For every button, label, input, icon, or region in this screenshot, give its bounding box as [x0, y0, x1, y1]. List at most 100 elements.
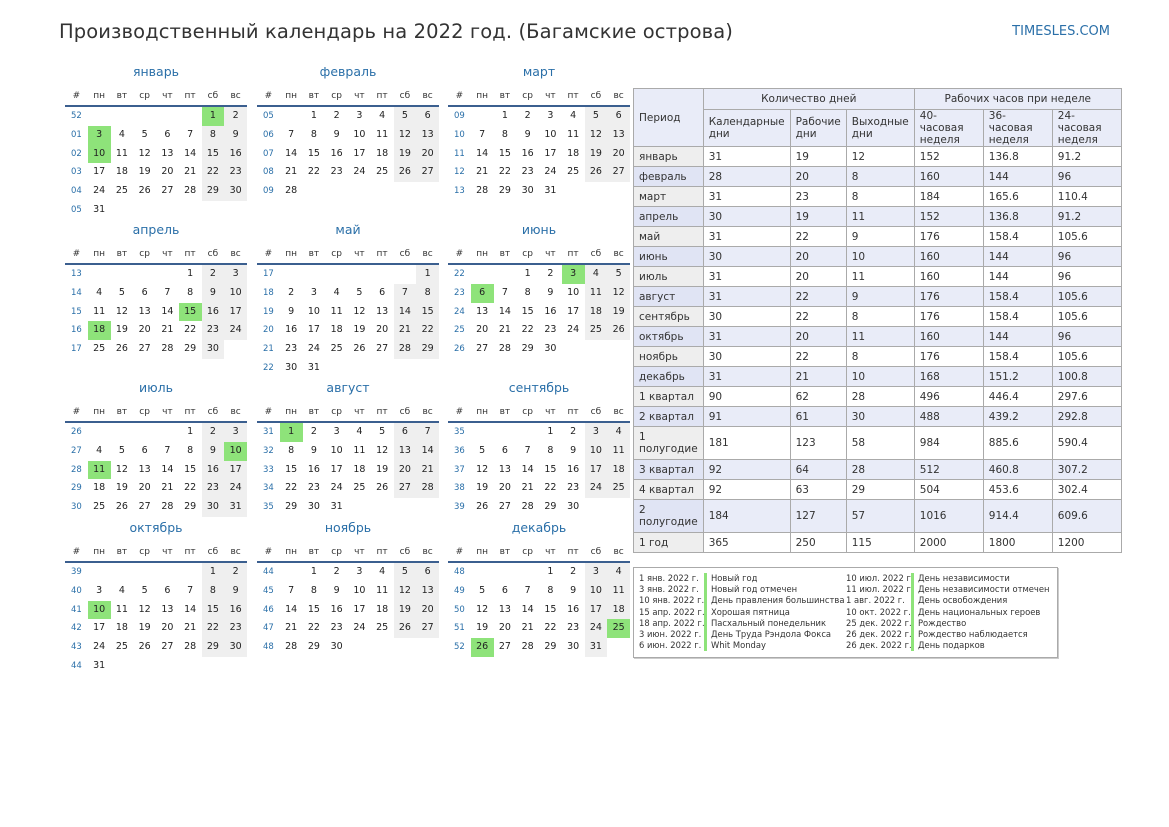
day-cell: 15: [416, 302, 439, 322]
week-number: 44: [262, 567, 274, 577]
week-row: 07 14 15 16 17 18 19 20: [257, 144, 439, 164]
holiday-name: День национальных героев: [918, 606, 1041, 617]
stat-value: 176: [913, 226, 984, 247]
stat-value: 20: [789, 166, 847, 187]
day-cell: 14: [521, 463, 534, 475]
weekday-label: пт: [567, 249, 579, 259]
stat-value: 11: [845, 206, 915, 227]
day-cell: 26: [115, 501, 128, 513]
day-cell: 6: [164, 128, 171, 140]
week-number: 32: [262, 445, 274, 456]
week-number: 17: [70, 344, 82, 355]
stats-row: 1 полугодие 181 123 58 984 885.6 590.4: [633, 426, 1122, 460]
day-cell: 14: [521, 603, 534, 615]
day-cell: 14: [161, 305, 174, 317]
empty-day-cell: [179, 201, 202, 220]
weekday-label: вс: [613, 249, 624, 259]
period-label: 4 квартал: [633, 479, 704, 500]
day-cell: 12: [115, 305, 128, 317]
stat-value: 96: [1051, 326, 1122, 347]
stat-value: 184: [913, 186, 984, 207]
week-row: 23 6 7 8 9 10 11 12: [448, 283, 630, 303]
holiday-marker-icon: [704, 606, 707, 618]
day-cell: 7: [524, 444, 531, 456]
holiday-date: 25 дек. 2022 г.: [846, 617, 912, 628]
day-cell: 17: [567, 305, 580, 317]
weekday-label: вс: [613, 547, 624, 557]
holiday-day-cell: 6: [470, 283, 494, 303]
day-cell: 17: [353, 603, 366, 615]
holiday-item: 11 июл. 2022 г. День независимости отмече…: [846, 584, 1050, 596]
week-number: 26: [70, 427, 82, 437]
day-cell: 17: [584, 460, 608, 480]
weekday-label: пн: [285, 249, 298, 259]
stat-value: 609.6: [1051, 499, 1122, 533]
day-cell: 28: [161, 343, 174, 355]
day-cell: 2: [288, 286, 295, 298]
day-cell: 30: [285, 361, 298, 373]
day-cell: 9: [547, 286, 554, 298]
day-cell: 5: [118, 444, 125, 456]
holiday-item: 3 июн. 2022 г. День Труда Рэндола Фокса: [639, 628, 844, 641]
week-number: 29: [70, 483, 82, 494]
day-cell: 29: [285, 501, 298, 513]
day-cell: 26: [138, 185, 151, 197]
empty-day-cell: [394, 182, 417, 201]
weekday-label: сб: [399, 547, 411, 557]
day-cell: 22: [184, 324, 197, 336]
day-cell: 16: [330, 147, 343, 159]
day-cell: 4: [607, 563, 630, 582]
day-cell: 29: [201, 638, 225, 657]
day-cell: 11: [115, 603, 128, 615]
day-cell: 22: [285, 482, 298, 494]
weekday-header: # пн вт ср чт пт сб вс: [448, 245, 630, 265]
stat-value: 8: [845, 166, 915, 187]
weekday-label: #: [72, 547, 81, 557]
week-row: 09 1 2 3 4 5 6: [448, 107, 630, 126]
weekday-label: сб: [590, 547, 602, 557]
day-cell: 4: [96, 444, 103, 456]
holiday-marker-icon: [704, 584, 707, 596]
week-number: 09: [453, 111, 465, 121]
stat-value: 165.6: [982, 186, 1053, 207]
period-label: апрель: [633, 206, 704, 227]
week-number: 45: [262, 585, 274, 596]
weekday-label: пн: [285, 407, 298, 417]
day-cell: 7: [524, 584, 531, 596]
week-number: 27: [70, 445, 82, 456]
weekday-label: чт: [545, 547, 556, 557]
day-cell: 1: [201, 563, 225, 582]
week-row: 15 11 12 13 14 15 16 17: [65, 302, 247, 322]
weekday-label: #: [264, 91, 273, 101]
site-link[interactable]: TIMESLES.COM: [1012, 24, 1110, 39]
period-label: октябрь: [633, 326, 704, 347]
weekday-label: пт: [184, 407, 196, 417]
weekday-label: сб: [590, 407, 602, 417]
day-cell: 11: [353, 444, 366, 456]
stat-value: 91.2: [1051, 146, 1122, 167]
stats-row: декабрь 31 21 10 168 151.2 100.8: [633, 366, 1122, 387]
stat-value: 57: [845, 499, 915, 533]
holiday-day-cell: 10: [87, 144, 111, 164]
day-cell: 18: [115, 622, 128, 634]
day-cell: 28: [393, 340, 417, 359]
week-row: 31 1 2 3 4 5 6 7: [257, 423, 439, 442]
holiday-item: 10 янв. 2022 г. День правления большинств…: [639, 595, 844, 607]
period-label: март: [633, 186, 704, 207]
day-cell: 16: [224, 144, 247, 164]
holiday-date: 15 апр. 2022 г.: [639, 606, 705, 617]
weekday-label: вс: [422, 91, 433, 101]
day-cell: 11: [115, 147, 128, 159]
day-cell: 19: [115, 482, 128, 494]
week-number: 52: [70, 111, 82, 121]
day-cell: 13: [138, 463, 151, 475]
days-group-header: Количество дней: [702, 88, 915, 110]
day-cell: 3: [224, 265, 247, 284]
day-cell: 19: [376, 463, 389, 475]
stat-value: 28: [845, 386, 915, 407]
stat-value: 181: [702, 426, 791, 460]
week-number: 40: [70, 585, 82, 596]
stat-value: 914.4: [982, 499, 1053, 533]
day-cell: 23: [201, 479, 225, 499]
period-label: 1 квартал: [633, 386, 704, 407]
